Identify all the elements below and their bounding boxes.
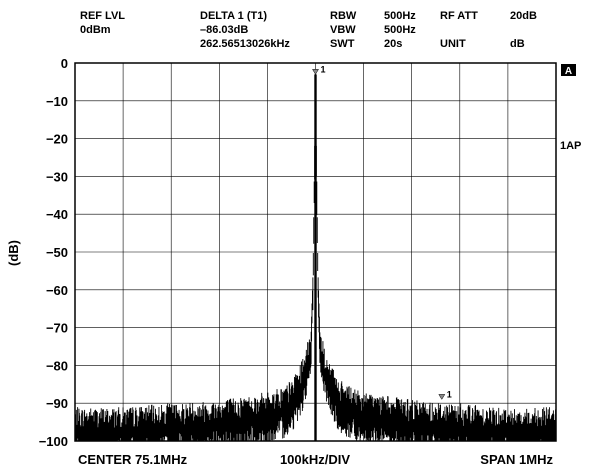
rbw-value: 500Hz: [384, 10, 416, 22]
y-tick-label: −80: [46, 358, 68, 373]
ref-lvl-label: REF LVL: [80, 10, 125, 22]
y-tick-label: −90: [46, 396, 68, 411]
ref-lvl-value: 0dBm: [80, 24, 111, 36]
y-axis-title: (dB): [6, 240, 21, 266]
span: SPAN 1MHz: [480, 452, 553, 467]
trace-badge-box: [561, 64, 576, 76]
center-frequency: CENTER 75.1MHz: [78, 452, 188, 467]
marker-label: 1: [321, 64, 326, 74]
y-tick-label: −20: [46, 132, 68, 147]
unit-value: dB: [510, 38, 525, 50]
marker-symbol: [312, 69, 319, 75]
delta-marker-frequency: 262.56513026kHz: [200, 38, 290, 50]
swt-value: 20s: [384, 38, 402, 50]
y-tick-label: 0: [61, 56, 68, 71]
vbw-label: VBW: [330, 24, 356, 36]
marker-layer: 11: [312, 64, 452, 400]
delta-marker-label: DELTA 1 (T1): [200, 10, 267, 22]
trace-layer: [74, 74, 557, 441]
unit-label: UNIT: [440, 38, 466, 50]
trace-badge: A: [565, 66, 572, 77]
y-tick-label: −40: [46, 207, 68, 222]
rf-att-label: RF ATT: [440, 10, 478, 22]
rbw-label: RBW: [330, 10, 357, 22]
marker-symbol: [438, 394, 446, 400]
y-tick-label: −70: [46, 321, 68, 336]
detector-label: 1AP: [560, 140, 581, 152]
y-tick-label: −10: [46, 94, 68, 109]
rf-att-value: 20dB: [510, 10, 537, 22]
marker-label: 1: [447, 389, 452, 399]
vbw-value: 500Hz: [384, 24, 416, 36]
frequency-per-division: 100kHz/DIV: [280, 452, 350, 467]
swt-label: SWT: [330, 38, 355, 50]
y-tick-label: −50: [46, 245, 68, 260]
delta-marker-level: –86.03dB: [200, 24, 248, 36]
y-tick-labels: 0 −10 −20 −30 −40 −50 −60 −70 −80 −90 −100: [39, 56, 68, 449]
plot-frame: [74, 62, 557, 442]
y-tick-label: −30: [46, 169, 68, 184]
y-tick-label: −60: [46, 283, 68, 298]
header-block: REF LVL 0dBm DELTA 1 (T1) –86.03dB 262.5…: [80, 10, 537, 50]
y-tick-label: −100: [39, 434, 68, 449]
